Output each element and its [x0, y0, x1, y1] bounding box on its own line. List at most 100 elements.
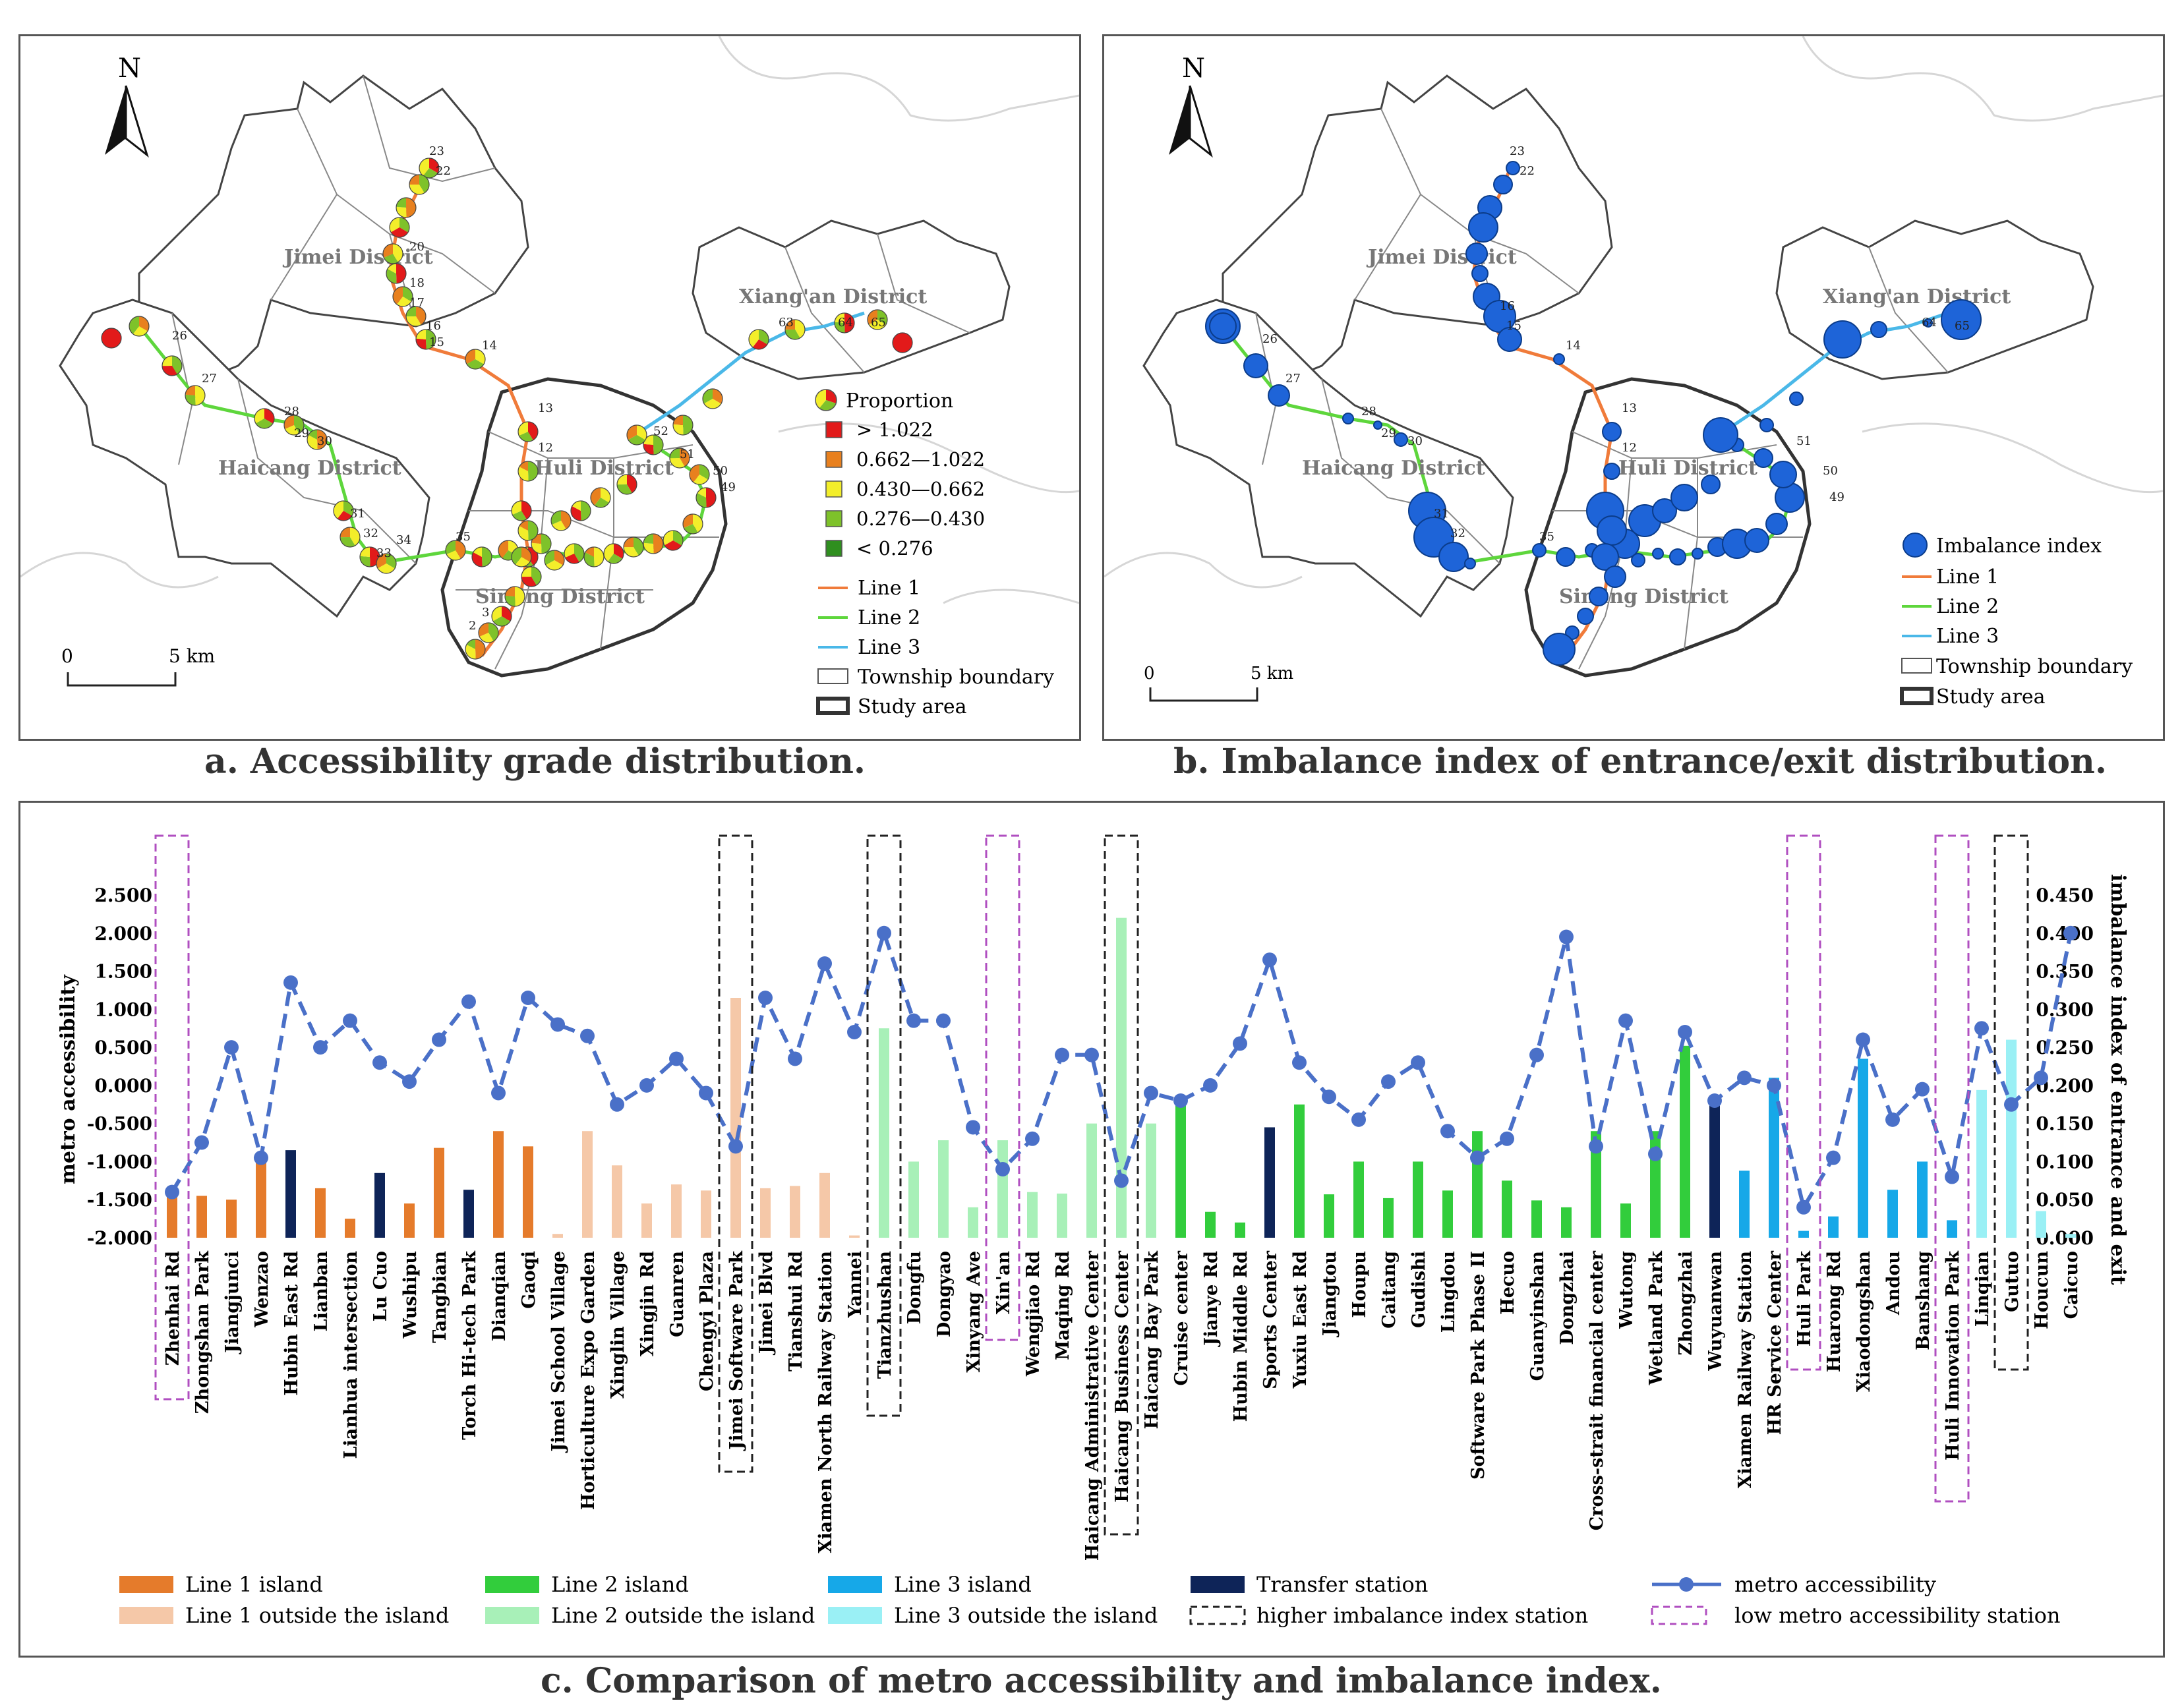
- y-axis-left-label: metro accessibility: [57, 974, 80, 1184]
- accessibility-point: [817, 956, 832, 971]
- imbalance-circle: [1631, 553, 1645, 567]
- imbalance-bar: [552, 1234, 563, 1238]
- legend-township-swatch: [1901, 658, 1932, 674]
- accessibility-point: [669, 1051, 684, 1066]
- accessibility-point: [1440, 1124, 1455, 1139]
- caption-a: a. Accessibility grade distribution.: [204, 741, 866, 782]
- legend-line1-label: Line 1: [1936, 565, 1999, 589]
- station-pie: [471, 546, 492, 567]
- legend-grade-label: 0.662—1.022: [856, 448, 985, 471]
- imbalance-circle: [1597, 515, 1627, 546]
- station-pie: [521, 566, 542, 587]
- imbalance-bar: [968, 1207, 978, 1238]
- x-tick-label: Torch Hi-tech Park: [459, 1250, 480, 1440]
- y-tick-right: 0.100: [2036, 1151, 2094, 1172]
- accessibility-point: [1767, 1078, 1781, 1093]
- legend-b: Imbalance index Line 1 Line 2 Line 3 Tow…: [1900, 533, 2133, 709]
- imbalance-circle: [1553, 353, 1565, 365]
- legend-line2-label: Line 2: [858, 606, 920, 629]
- district-label: Xiang'an District: [1823, 285, 2011, 308]
- station-pie: [517, 461, 539, 482]
- station-number: 65: [1955, 319, 1970, 333]
- imbalance-bar: [167, 1192, 177, 1238]
- imbalance-circle: [1759, 418, 1774, 432]
- x-tick-label: Xiamen North Railway Station: [815, 1251, 836, 1553]
- legend-swatch-l1-outside: [119, 1607, 173, 1624]
- accessibility-point: [1203, 1078, 1218, 1093]
- accessibility-point: [1945, 1169, 1959, 1184]
- x-tick-label: Gutuo: [2002, 1251, 2022, 1312]
- imbalance-circle: [1769, 461, 1797, 488]
- imbalance-circle: [1532, 543, 1547, 558]
- x-tick-label: Xingjin Rd: [637, 1251, 658, 1356]
- imbalance-circle: [1692, 548, 1703, 560]
- station-pie: [359, 546, 380, 567]
- x-tick-label: Gaoqi: [519, 1251, 539, 1309]
- line3-route: [639, 311, 865, 434]
- station-number: 51: [1796, 434, 1812, 448]
- x-tick-label: Dianqian: [489, 1251, 510, 1341]
- imbalance-bar: [1324, 1194, 1334, 1238]
- station-pie: [478, 622, 499, 643]
- x-tick-label: Wuyuanwan: [1705, 1251, 1726, 1372]
- north-arrow-right: [125, 85, 149, 158]
- legend-a: Proportion > 1.022 0.662—1.022 0.430—0.662…: [815, 389, 1054, 718]
- station-number: 32: [1450, 527, 1465, 540]
- legend-label-l3-island: Line 3 island: [894, 1572, 1032, 1597]
- station-number: 27: [202, 372, 217, 386]
- station-pie: [254, 408, 275, 429]
- station-pie: [185, 385, 206, 406]
- x-tick-label: Zhongzhai: [1676, 1251, 1696, 1356]
- legend-label-l1-outside: Line 1 outside the island: [185, 1603, 449, 1628]
- accessibility-point: [1618, 1013, 1633, 1028]
- accessibility-point: [1292, 1055, 1307, 1070]
- district-label: Haicang District: [218, 457, 401, 480]
- x-tick-label: Haicang Business Center: [1112, 1250, 1133, 1503]
- y-tick-right: 0.050: [2036, 1189, 2094, 1211]
- x-tick-label: Hecuo: [1498, 1251, 1518, 1315]
- accessibility-point: [847, 1025, 862, 1039]
- station-pie: [643, 533, 664, 554]
- legend-label-high-imbalance: higher imbalance index station: [1256, 1603, 1588, 1628]
- x-tick-label: Xiamen Railway Station: [1735, 1251, 1756, 1489]
- station-pie: [517, 520, 539, 541]
- imbalance-bar: [790, 1186, 800, 1238]
- accessibility-point: [343, 1013, 357, 1028]
- imbalance-bar: [641, 1203, 652, 1238]
- imbalance-circle: [1941, 299, 1982, 340]
- imbalance-bar: [1472, 1131, 1483, 1238]
- imbalance-bar: [1175, 1099, 1186, 1238]
- imbalance-bar: [1383, 1198, 1394, 1238]
- imbalance-bar: [819, 1172, 830, 1238]
- station-pie: [564, 543, 585, 564]
- station-pie: [748, 329, 769, 350]
- accessibility-point: [1678, 1025, 1692, 1039]
- station-pie: [333, 500, 354, 521]
- station-number: 13: [1622, 401, 1637, 415]
- x-tick-label: Houcun: [2032, 1251, 2052, 1329]
- highlight-box: [1934, 834, 1970, 1503]
- x-tick-label: Chengyi Plaza: [697, 1251, 717, 1391]
- imbalance-bar: [2036, 1211, 2046, 1238]
- imbalance-circle: [1543, 633, 1576, 666]
- station-pie: [570, 500, 591, 521]
- x-tick-label: Dongfu: [904, 1251, 925, 1324]
- imbalance-bar: [1353, 1161, 1364, 1238]
- imbalance-bar: [1798, 1230, 1809, 1238]
- imbalance-bar: [760, 1188, 771, 1238]
- legend-swatch-low-accessibility: [1651, 1606, 1707, 1625]
- north-label: N: [118, 53, 141, 84]
- imbalance-circle: [1652, 548, 1664, 560]
- legend-line3-label: Line 3: [858, 636, 920, 659]
- map-b-svg: Jimei District Xiang'an District Haicang…: [1104, 36, 2163, 709]
- imbalance-circle: [1701, 475, 1721, 494]
- station-pie: [405, 306, 427, 327]
- station-pie: [623, 536, 644, 558]
- imbalance-circle: [1703, 417, 1738, 453]
- legend-township-label: Township boundary: [1936, 655, 2133, 678]
- station-number: 16: [426, 319, 441, 333]
- chart-panel-c: metro accessibility imbalance index of e…: [18, 801, 2165, 1658]
- accessibility-point: [461, 994, 476, 1009]
- station-pie: [603, 543, 624, 564]
- station-pie: [702, 388, 723, 409]
